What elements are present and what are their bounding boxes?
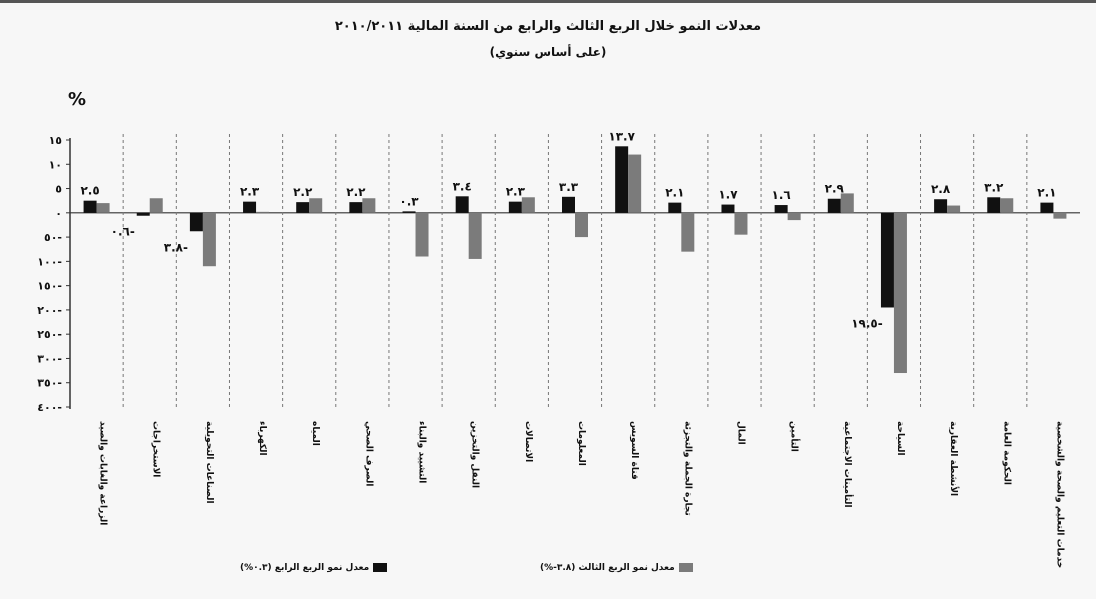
- data-label-q4: ٣.٢: [984, 180, 1004, 194]
- bar-q4: [509, 202, 522, 213]
- data-label-q4: ٢.٨: [931, 182, 951, 196]
- y-tick-label: ٠: [55, 207, 62, 220]
- bar-q4: [84, 201, 97, 213]
- bar-q3: [734, 213, 747, 235]
- bar-q3: [203, 213, 216, 266]
- y-tick-label: ٥: [55, 183, 62, 196]
- data-label-q4: ١.٧: [718, 188, 738, 202]
- bar-q4: [775, 205, 788, 213]
- bar-q4: [721, 205, 734, 213]
- category-label: الصرف الصحي: [363, 421, 373, 486]
- bar-q3: [469, 213, 482, 259]
- data-label-q4: ٣.٣: [559, 180, 579, 194]
- bar-q4: [137, 213, 150, 216]
- category-label: التشييد والبناء: [417, 421, 427, 483]
- bar-q3: [97, 203, 110, 213]
- category-label: التأمين: [789, 421, 801, 452]
- legend-label-q3: معدل نمو الربع الثالث (٣.٨-%): [540, 563, 675, 573]
- category-label: المعلومات: [576, 421, 586, 466]
- category-label: المال: [735, 421, 745, 445]
- category-label: خدمات التعليم والصحة والشخصية: [1054, 421, 1064, 568]
- data-label-q4: ٠.٦-: [111, 225, 135, 239]
- bar-q3: [788, 213, 801, 220]
- bar-q3: [575, 213, 588, 237]
- category-label: تجارة الجملة والتجزئة: [682, 421, 692, 516]
- data-label-q4: ٣.٤: [453, 179, 472, 193]
- bar-q4: [668, 203, 681, 213]
- category-label: الاستخراجات: [151, 421, 161, 477]
- bar-q3: [628, 155, 641, 213]
- category-label: الأنشطة العقارية: [948, 421, 960, 496]
- data-label-q4: ٢.٣: [240, 185, 260, 199]
- legend: معدل نمو الربع الرابع (٠.٣%) معدل نمو ال…: [240, 563, 760, 581]
- legend-item-q3: معدل نمو الربع الثالث (٣.٨-%): [540, 563, 693, 573]
- category-label: السياحة: [895, 421, 905, 456]
- bar-q3: [309, 198, 322, 213]
- bar-q3: [947, 206, 960, 213]
- bar-q4: [987, 197, 1000, 213]
- legend-swatch-q4: [373, 563, 387, 572]
- data-label-q4: ١.٦: [772, 188, 791, 202]
- bar-q4: [828, 199, 841, 213]
- data-label-q4: ٣.٨-: [164, 240, 188, 254]
- bar-q4: [243, 202, 256, 213]
- bar-q4: [934, 199, 947, 213]
- bar-q3: [1000, 198, 1013, 213]
- category-label: التأمينات الاجتماعية: [842, 421, 854, 508]
- bar-q3: [894, 213, 907, 373]
- category-label: الصناعات التحويلية: [204, 421, 214, 504]
- y-tick-label: ٣٥٠-: [37, 377, 62, 390]
- category-label: المياه: [310, 421, 320, 446]
- bar-q4: [881, 213, 894, 308]
- data-label-q4: ١٣.٧: [608, 129, 635, 143]
- bar-q3: [362, 198, 375, 213]
- y-tick-label: ١٠٠-: [37, 255, 62, 268]
- data-label-q4: ٢.٢: [293, 185, 313, 199]
- y-tick-label: ١٠: [49, 158, 62, 171]
- category-label: الحكومة العامة: [1001, 421, 1011, 485]
- data-label-q4: ٢.١: [1037, 186, 1056, 200]
- category-label: النقل والتخزين: [470, 421, 480, 488]
- bar-q3: [150, 198, 163, 213]
- category-label: الزراعة والغابات والصيد: [98, 421, 108, 525]
- legend-label-q4: معدل نمو الربع الرابع (٠.٣%): [240, 563, 369, 573]
- bar-q3: [681, 213, 694, 252]
- y-tick-label: ٣٠٠-: [37, 352, 62, 365]
- bar-q4: [456, 196, 469, 213]
- legend-swatch-q3: [679, 563, 693, 572]
- data-label-q4: ٢.١: [665, 186, 684, 200]
- bar-q4: [403, 211, 416, 212]
- bar-q4: [1040, 203, 1053, 213]
- legend-item-q4: معدل نمو الربع الرابع (٠.٣%): [240, 563, 387, 573]
- y-tick-label: ٥٠-: [44, 231, 62, 244]
- bar-q3: [1053, 213, 1066, 219]
- data-label-q4: ٠.٣: [399, 194, 419, 208]
- data-label-q4: ١٩.٥-: [851, 316, 883, 330]
- category-label: قناة السويس: [629, 421, 639, 480]
- y-tick-label: ٢٥٠-: [37, 328, 62, 341]
- y-tick-label: ١٥: [49, 134, 63, 147]
- bar-q4: [615, 146, 628, 213]
- y-tick-label: ٢٠٠-: [37, 304, 62, 317]
- y-tick-label: ١٥٠-: [37, 280, 62, 293]
- data-label-q4: ٢.٢: [346, 185, 366, 199]
- category-label: الكهرباء: [257, 421, 267, 456]
- bar-q4: [190, 213, 203, 231]
- y-tick-label: ٤٠٠-: [37, 401, 62, 414]
- data-label-q4: ٢.٣: [506, 185, 526, 199]
- data-label-q4: ٢.٥: [80, 184, 99, 198]
- bar-q3: [522, 197, 535, 213]
- bar-chart: ١٥ ١٠ ٥ ٠ ٥٠- ١٠٠- ١٥٠- ٢٠٠- ٢٥٠- ٣٠٠- ٣٥٠- ٤٠٠- ٢.٥…: [0, 3, 1096, 602]
- bar-q3: [841, 193, 854, 212]
- bar-q4: [562, 197, 575, 213]
- bar-q4: [349, 202, 362, 213]
- data-label-q4: ٢.٩: [825, 182, 845, 196]
- bar-q3: [256, 212, 269, 213]
- bar-q3: [416, 213, 429, 257]
- bar-q4: [296, 202, 309, 213]
- category-label: الاتصالات: [523, 421, 533, 462]
